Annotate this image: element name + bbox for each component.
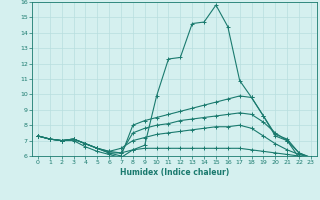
X-axis label: Humidex (Indice chaleur): Humidex (Indice chaleur) [120, 168, 229, 177]
